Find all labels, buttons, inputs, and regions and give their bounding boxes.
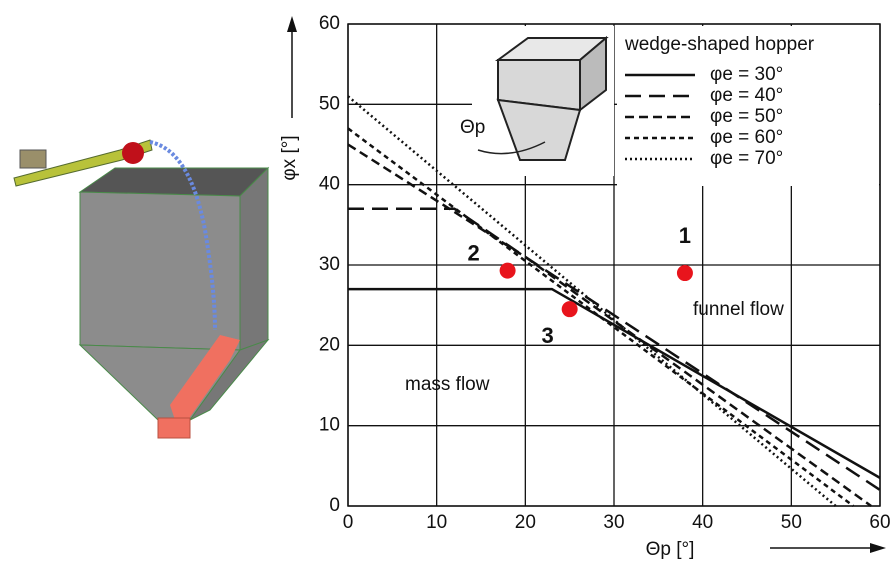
x-tick-label: 0 (343, 512, 354, 533)
x-tick-label: 20 (515, 512, 536, 533)
inset-hopper (472, 26, 614, 176)
x-tick-label: 10 (426, 512, 447, 533)
y-tick-label: 30 (319, 254, 340, 275)
point-label: 1 (679, 223, 691, 248)
x-arrowhead (870, 543, 886, 553)
legend-label: φe = 60° (710, 127, 783, 148)
legend-label: φe = 50° (710, 106, 783, 127)
series-line (347, 143, 872, 508)
x-axis-label: Θp [°] (646, 539, 695, 560)
point-label: 3 (542, 323, 554, 348)
y-axis-label: φx [°] (279, 135, 300, 180)
series-line (348, 287, 881, 479)
point-label: 2 (467, 240, 479, 265)
series-line (347, 127, 855, 508)
y-tick-label: 20 (319, 334, 340, 355)
annotation: mass flow (405, 374, 490, 395)
annotation: funnel flow (693, 299, 784, 320)
y-tick-label: 0 (329, 495, 340, 516)
y-tick-label: 60 (319, 13, 340, 34)
legend-label: φe = 70° (710, 148, 783, 169)
series-line (348, 207, 881, 491)
legend-title: wedge-shaped hopper (624, 34, 815, 55)
hopper-illustration (13, 139, 270, 439)
plot-frame (347, 23, 881, 507)
y-tick-label: 40 (319, 174, 340, 195)
y-arrowhead (287, 16, 297, 32)
legend-label: φe = 40° (710, 85, 783, 106)
series-line (347, 95, 837, 507)
x-tick-label: 60 (869, 512, 890, 533)
data-point (499, 262, 516, 279)
x-tick-label: 30 (603, 512, 624, 533)
y-tick-label: 10 (319, 415, 340, 436)
inset-label: Θp (460, 117, 485, 138)
data-point (561, 301, 578, 318)
data-point (676, 265, 693, 282)
legend-label: φe = 30° (710, 64, 783, 85)
y-tick-label: 50 (319, 93, 340, 114)
x-tick-label: 50 (781, 512, 802, 533)
x-tick-label: 40 (692, 512, 713, 533)
